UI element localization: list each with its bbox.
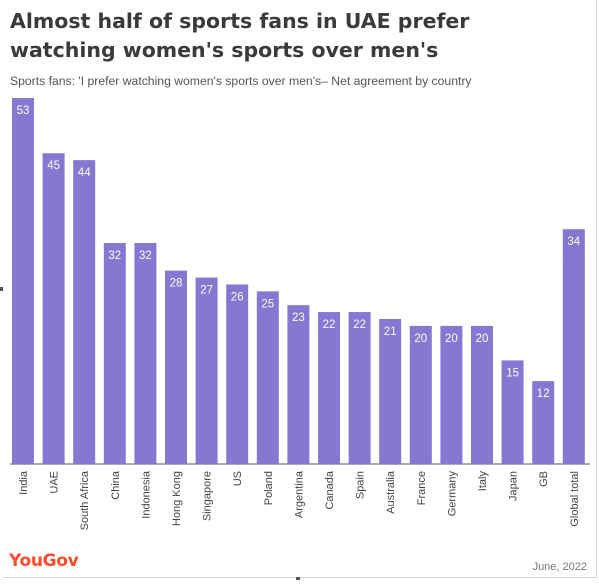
category-label-us: US <box>232 471 244 486</box>
bar-hong-kong <box>165 270 187 464</box>
frame-handle-bottom <box>296 577 300 580</box>
value-label-south-africa: 44 <box>78 167 91 179</box>
category-label-singapore: Singapore <box>202 471 214 521</box>
value-label-hong-kong: 28 <box>170 278 183 290</box>
value-label-indonesia: 32 <box>139 250 152 262</box>
chart-frame <box>3 0 597 578</box>
value-label-gb: 12 <box>537 388 550 400</box>
value-label-global-total: 34 <box>567 236 580 248</box>
value-label-japan: 15 <box>506 367 519 379</box>
value-label-argentina: 23 <box>292 312 305 324</box>
value-label-singapore: 27 <box>200 285 213 297</box>
bar-singapore <box>195 277 218 464</box>
category-label-france: France <box>416 471 428 505</box>
bar-uae <box>42 153 65 464</box>
category-label-japan: Japan <box>508 471 520 501</box>
bar-gb <box>532 381 555 464</box>
value-label-us: 26 <box>231 291 244 303</box>
bar-south-africa <box>73 160 96 464</box>
category-label-china: China <box>110 470 122 500</box>
bar-poland <box>256 291 279 464</box>
value-label-spain: 22 <box>353 319 366 331</box>
category-label-spain: Spain <box>355 471 367 499</box>
chart-title: Almost half of sports fans in UAE prefer… <box>10 9 470 62</box>
bar-us <box>226 284 249 464</box>
bar-global-total <box>562 229 585 464</box>
bar-india <box>12 98 34 464</box>
value-label-germany: 20 <box>445 333 458 345</box>
category-label-indonesia: Indonesia <box>140 470 152 519</box>
bar-china <box>103 243 126 464</box>
value-label-italy: 20 <box>476 333 489 345</box>
category-labels-group: India UAE South Africa China Indonesia Hong K… <box>18 470 581 530</box>
bars-group <box>12 98 585 464</box>
yougov-logo: YouGov <box>9 551 79 571</box>
value-label-france: 20 <box>414 333 427 345</box>
bar-france <box>409 325 432 464</box>
frame-handle-left <box>0 287 3 291</box>
value-label-australia: 21 <box>384 326 397 338</box>
category-label-gb: GB <box>538 471 550 487</box>
value-label-china: 32 <box>108 250 121 262</box>
category-label-india: India <box>18 470 30 495</box>
category-label-uae: UAE <box>49 471 61 494</box>
category-label-italy: Italy <box>477 471 489 492</box>
value-label-uae: 45 <box>47 160 60 172</box>
bar-argentina <box>287 305 310 464</box>
bar-italy <box>471 325 493 464</box>
category-label-south-africa: South Africa <box>79 470 91 530</box>
category-label-global-total: Global total <box>569 471 581 527</box>
category-label-germany: Germany <box>446 471 458 517</box>
category-label-canada: Canada <box>324 470 336 509</box>
category-label-poland: Poland <box>263 471 275 505</box>
bar-indonesia <box>134 243 157 464</box>
value-labels-group: 53 45 44 32 32 28 27 26 25 23 22 22 21 20 20 20 15 12 34 <box>17 105 581 400</box>
publish-date: June, 2022 <box>532 561 587 573</box>
bar-japan <box>501 360 524 464</box>
value-label-india: 53 <box>17 105 30 117</box>
value-label-canada: 22 <box>323 319 336 331</box>
chart-subtitle: Sports fans: 'I prefer watching women's … <box>10 74 472 88</box>
category-label-australia: Australia <box>385 470 397 514</box>
category-label-hong-kong: Hong Kong <box>171 471 183 526</box>
bar-spain <box>348 312 371 464</box>
category-label-argentina: Argentina <box>293 470 305 518</box>
value-label-poland: 25 <box>261 298 274 310</box>
bar-canada <box>318 312 340 464</box>
bar-germany <box>440 325 463 464</box>
bar-australia <box>379 318 402 464</box>
